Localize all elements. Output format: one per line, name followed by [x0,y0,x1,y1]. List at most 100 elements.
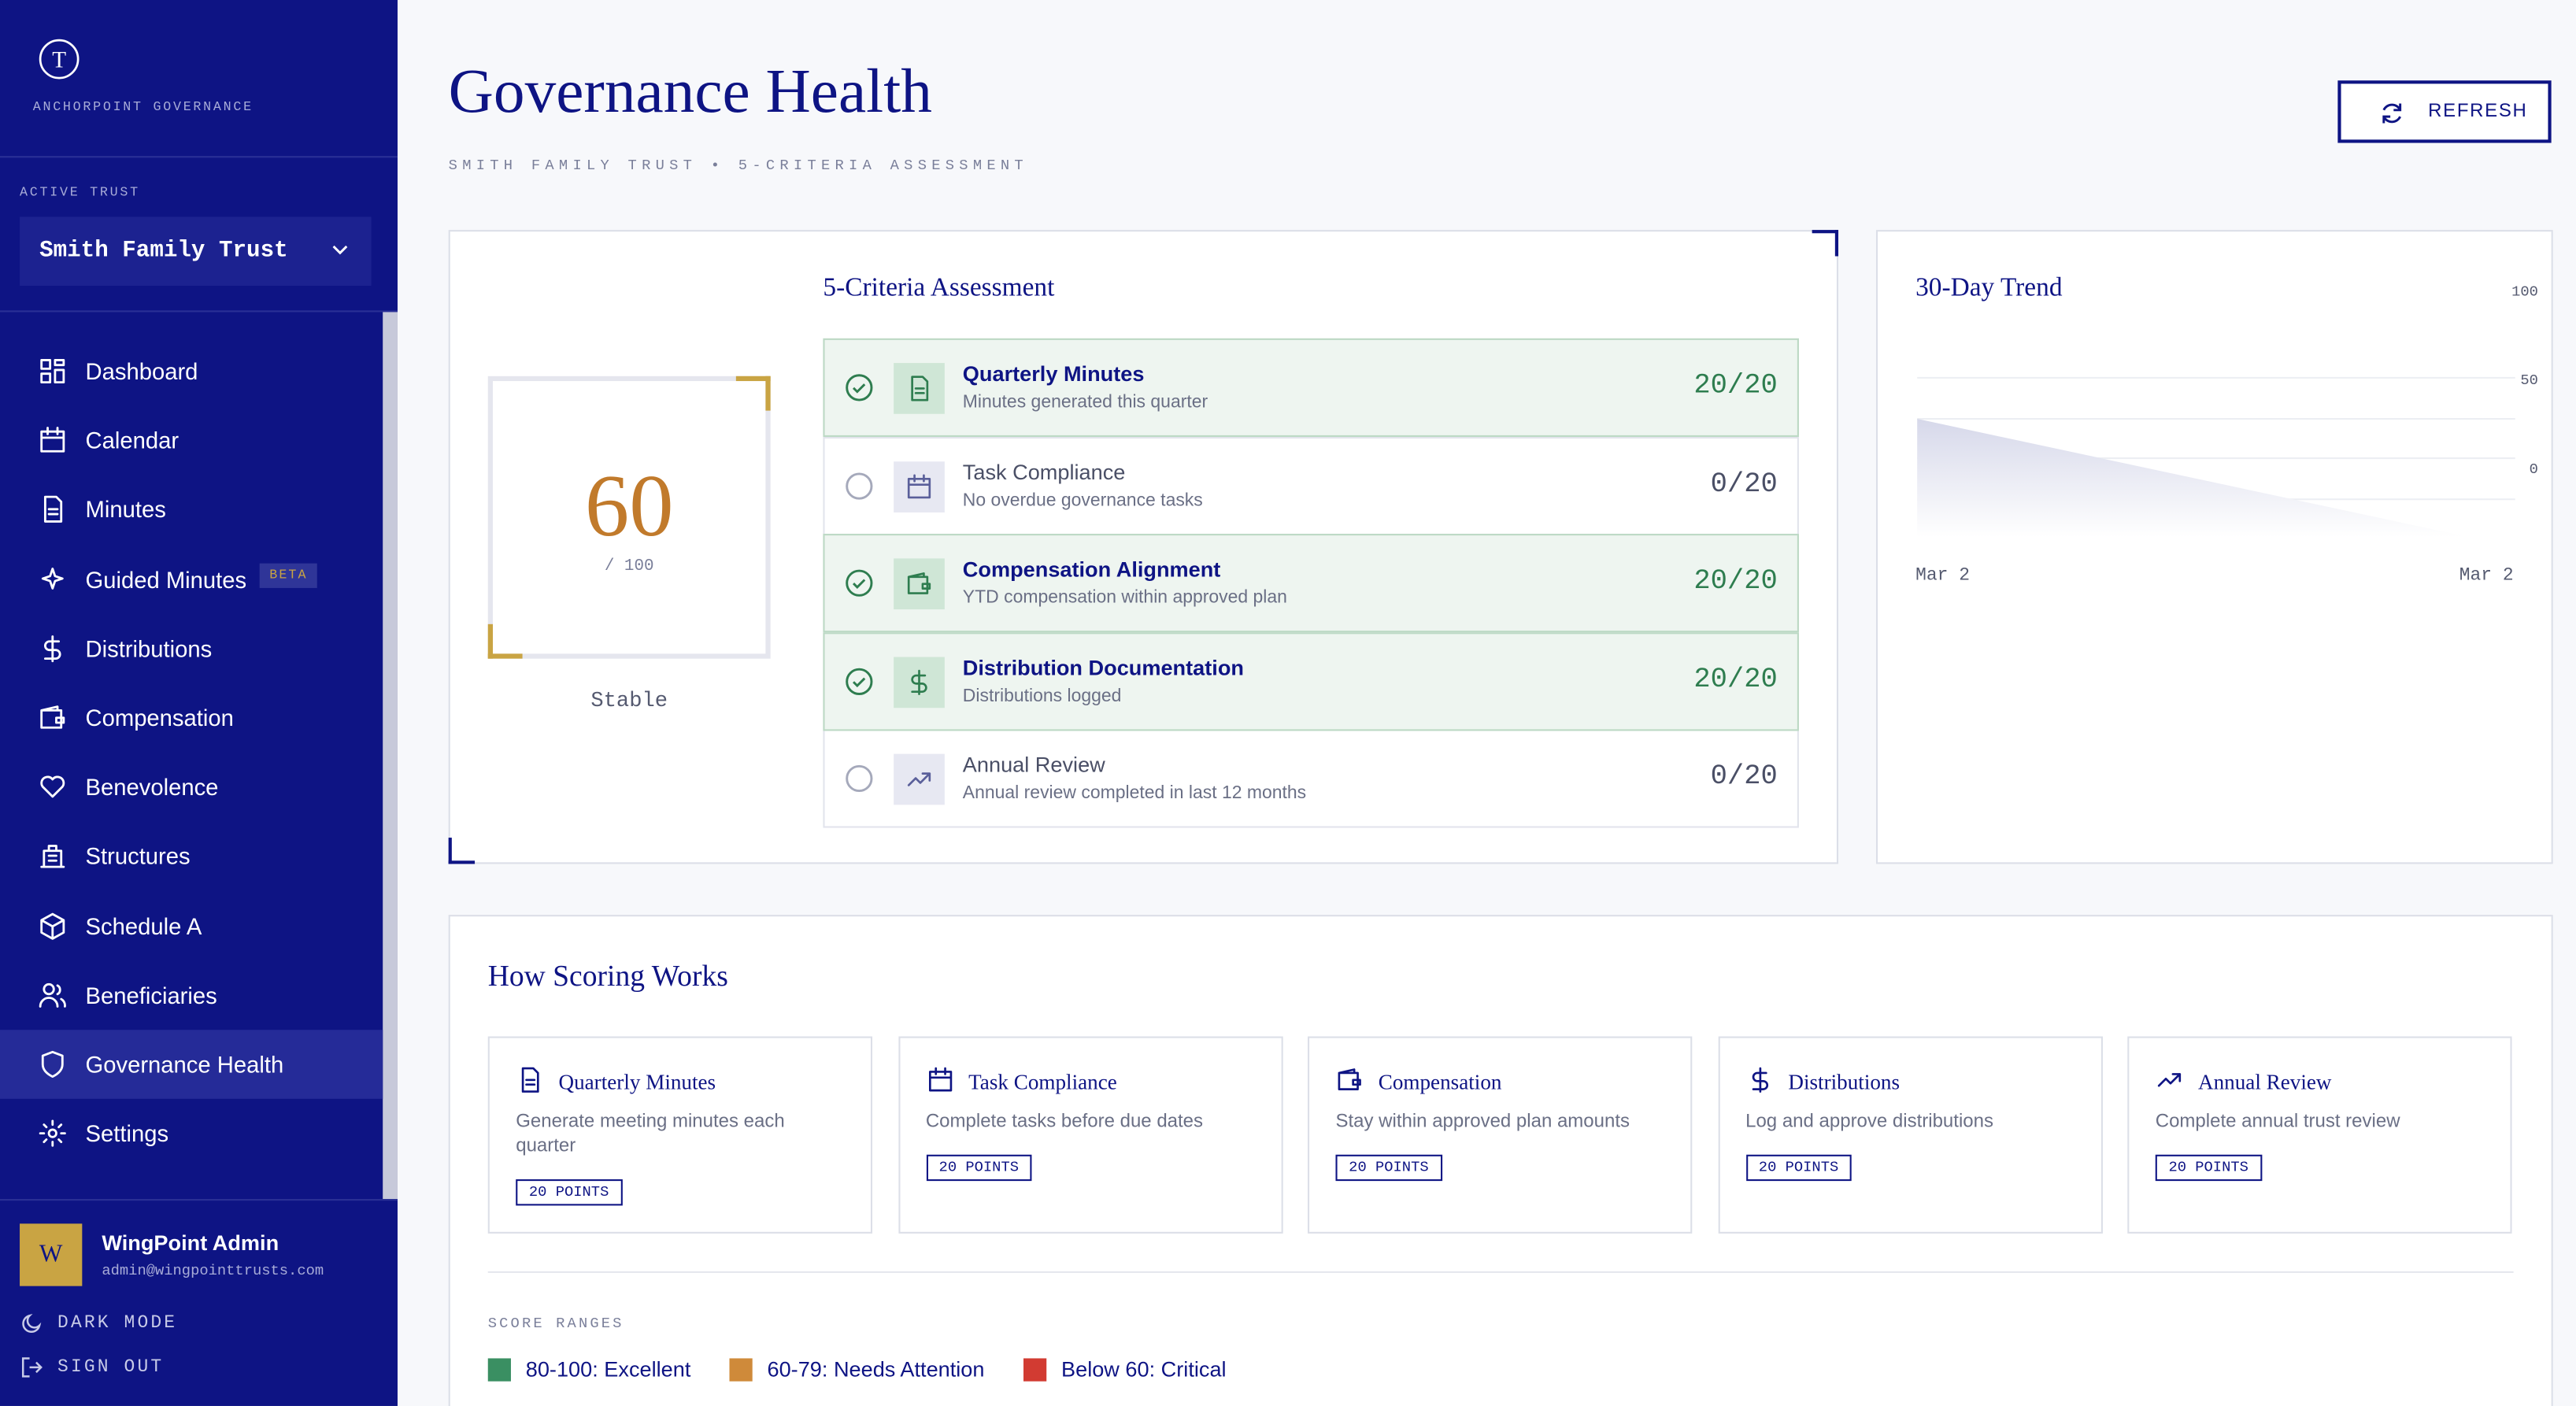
scoring-item-body: Stay within approved plan amounts20 POIN… [1335,1110,1664,1181]
nav-item[interactable]: Settings [0,1099,383,1168]
user-email: admin@wingpointtrusts.com [102,1263,324,1279]
trend-plot [1878,231,2555,865]
icon [926,1066,953,1093]
criterion-score: 20/20 [1693,567,1777,598]
icon [38,842,68,871]
nav-label: Calendar [86,427,180,453]
points-badge: 20 POINTS [926,1155,1032,1181]
nav-item[interactable]: Structures [0,822,383,891]
nav-item[interactable]: Distributions [0,614,383,683]
user-name: WingPoint Admin [102,1230,279,1255]
refresh-label: REFRESH [2428,102,2527,121]
scoring-item: DistributionsLog and approve distributio… [1718,1037,2102,1234]
y-tick-label: 50 [2520,373,2538,390]
sign-out[interactable]: SIGN OUT [57,1358,164,1378]
page-title: Governance Health [449,56,932,128]
nav-label: Governance Health [86,1051,284,1077]
scoring-item-description: Log and approve distributions [1745,1110,2074,1134]
scoring-item: CompensationStay within approved plan am… [1308,1037,1692,1234]
brand: ANCHORPOINT GOVERNANCE [33,100,254,115]
nav-item[interactable]: Compensation [0,683,383,753]
criterion-row: Compensation AlignmentYTD compensation w… [823,534,1798,632]
icon [905,375,933,402]
icon [905,472,933,500]
scoring-item: Annual ReviewComplete annual trust revie… [2127,1037,2511,1234]
criterion-score: 20/20 [1693,664,1777,696]
icon [38,980,68,1010]
check [845,471,875,501]
assessment-card: 60 / 100 Stable 5-Criteria Assessment Qu… [449,230,1838,864]
icon [38,564,68,594]
criterion-icon-box [894,363,945,414]
nav-label: Minutes [86,497,166,523]
criterion-name: Task Compliance [963,459,1126,483]
icon [38,634,68,664]
y-tick-label: 100 [2511,284,2538,301]
nav-badge: BETA [260,563,317,587]
criterion-icon-box [894,754,945,805]
nav-item[interactable]: Benevolence [0,753,383,822]
scoring-item-title: Task Compliance [968,1069,1117,1095]
range-swatch [729,1358,752,1381]
criterion-score: 20/20 [1693,372,1777,403]
nav-label: Guided Minutes [86,566,247,592]
criterion-description: No overdue governance tasks [963,490,1203,510]
nav-label: Settings [86,1120,169,1146]
nav-item[interactable]: Calendar [0,406,383,475]
trust-selector[interactable]: Smith Family Trust [20,216,372,286]
score-box: 60 / 100 [488,376,771,659]
nav-item[interactable]: Beneficiaries [0,960,383,1030]
criterion-description: YTD compensation within approved plan [963,588,1287,608]
icon [38,426,68,456]
scoring-item-body: Log and approve distributions20 POINTS [1745,1110,2074,1181]
icon [2156,1066,2183,1093]
moon-icon [21,1312,43,1334]
icon [38,495,68,525]
chevron [332,245,349,257]
icon [38,357,68,387]
scoring-item: Quarterly Minutes Generate meeting minute… [488,1037,872,1234]
points-badge: 20 POINTS [516,1179,622,1205]
scoring-item-description: Generate meeting minutes each quarter [516,1110,844,1160]
sidebar: T ANCHORPOINT GOVERNANCE ACTIVE TRUST Sm… [0,0,398,1406]
active-trust-label: ACTIVE TRUST [20,186,140,201]
range-label: Below 60: Critical [1061,1356,1227,1381]
icon [38,703,68,733]
nav-item[interactable]: Guided Minutes BETA [0,545,383,614]
check [845,568,875,598]
nav-item[interactable]: Minutes [0,475,383,545]
scoring-item-title: Quarterly Minutes [558,1069,716,1095]
score-value: 60 [493,455,765,557]
nav-item[interactable]: Dashboard [0,337,383,406]
criterion-name: Quarterly Minutes [963,361,1145,386]
x-label: Mar 2 [1915,567,1970,586]
scoring-item-body: Complete annual trust review20 POINTS [2156,1110,2484,1181]
nav-item[interactable]: Schedule A [0,891,383,960]
nav-item[interactable]: Governance Health [0,1030,383,1099]
criterion-row: Distribution DocumentationDistributions … [823,631,1798,730]
nav-label: Distributions [86,635,213,661]
icon [516,1066,543,1093]
avatar: W [20,1223,82,1286]
signout-icon [21,1356,43,1378]
criterion-description: Distributions logged [963,686,1122,705]
range-label: 80-100: Excellent [526,1356,691,1381]
criterion-row: Quarterly Minutes Minutes generated this … [823,339,1798,437]
dark-mode[interactable]: DARK MODE [57,1314,177,1334]
nav-label: Beneficiaries [86,982,217,1008]
ranges-label: SCORE RANGES [488,1315,624,1332]
icon [38,1049,68,1079]
criterion-icon-box [894,657,945,708]
criterion-description: Minutes generated this quarter [963,393,1208,413]
points-badge: 20 POINTS [2156,1155,2262,1181]
criterion-row: Annual Review Annual review completed in … [823,729,1798,827]
nav-label: Structures [86,843,191,869]
refresh-button[interactable]: REFRESH [2337,80,2551,142]
scoring-item-body: Generate meeting minutes each quarter 20 … [516,1110,844,1205]
criterion-description: Annual review completed in last 12 month… [963,783,1306,803]
range-swatch [488,1358,511,1381]
criterion-row: Task Compliance No overdue governance tas… [823,436,1798,535]
criterion-name: Annual Review [963,753,1105,777]
icon [1745,1066,1773,1093]
